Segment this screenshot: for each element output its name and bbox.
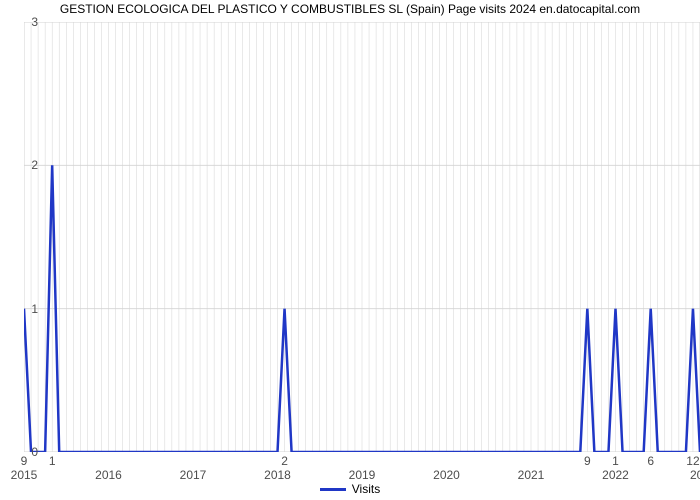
legend: Visits bbox=[0, 481, 700, 496]
x-axis-year-label: 2019 bbox=[349, 468, 376, 482]
x-axis-year-label: 2018 bbox=[264, 468, 291, 482]
x-axis-year-label: 2016 bbox=[95, 468, 122, 482]
x-axis-year-label: 2021 bbox=[518, 468, 545, 482]
chart-container: GESTION ECOLOGICA DEL PLASTICO Y COMBUST… bbox=[0, 0, 700, 500]
x-axis-year-label: 202 bbox=[690, 468, 700, 482]
chart-area: 0123 91291612 20152016201720182019202020… bbox=[24, 22, 700, 452]
x-axis-year-label: 2017 bbox=[180, 468, 207, 482]
x-axis-sub-label: 9 bbox=[584, 454, 591, 468]
y-axis-tick-label: 1 bbox=[18, 302, 38, 316]
x-axis-year-label: 2022 bbox=[602, 468, 629, 482]
y-axis-tick-label: 2 bbox=[18, 158, 38, 172]
legend-label: Visits bbox=[352, 482, 380, 496]
x-axis-sub-label: 12 bbox=[686, 454, 699, 468]
x-axis-sub-label: 6 bbox=[647, 454, 654, 468]
legend-swatch bbox=[320, 488, 346, 491]
x-axis-sub-label: 1 bbox=[612, 454, 619, 468]
x-axis-sub-label: 2 bbox=[281, 454, 288, 468]
chart-title: GESTION ECOLOGICA DEL PLASTICO Y COMBUST… bbox=[0, 2, 700, 16]
x-axis-year-label: 2015 bbox=[11, 468, 38, 482]
y-axis-tick-label: 3 bbox=[18, 15, 38, 29]
x-axis-year-label: 2020 bbox=[433, 468, 460, 482]
chart-svg bbox=[24, 22, 700, 452]
x-axis-sub-label: 1 bbox=[49, 454, 56, 468]
x-axis-sub-label: 9 bbox=[21, 454, 28, 468]
